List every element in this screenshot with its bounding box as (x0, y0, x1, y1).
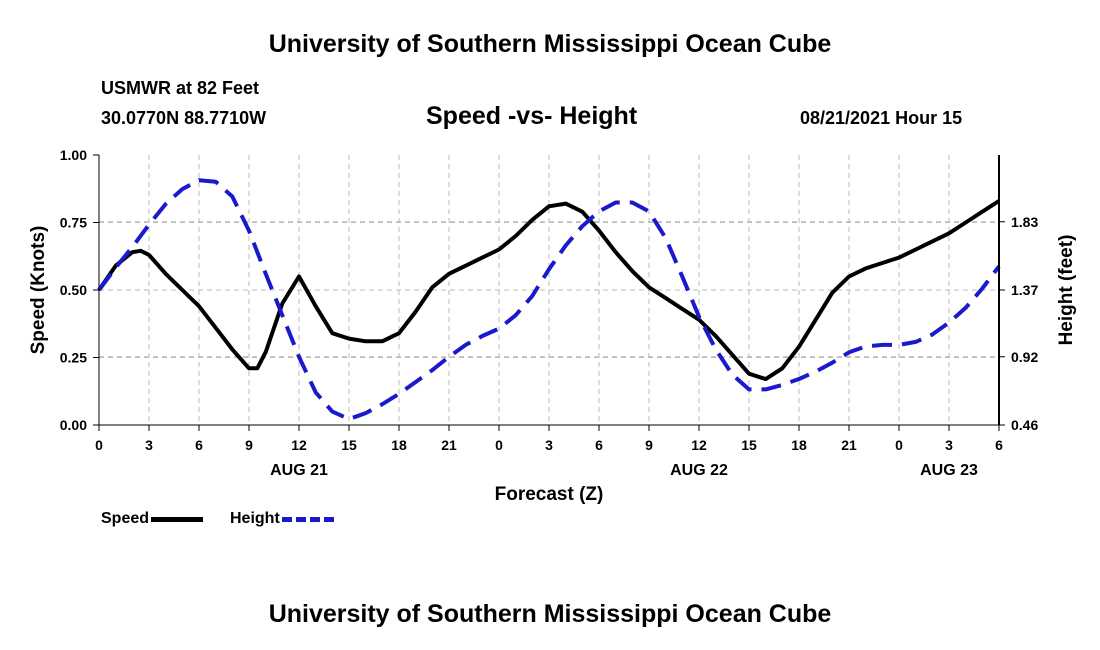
date-label: AUG 22 (670, 462, 728, 479)
legend-speed-swatch (151, 516, 204, 522)
legend-height-swatch (281, 516, 334, 522)
y-tick-label-left: 0.50 (60, 282, 87, 298)
y-tick-label-left: 0.00 (60, 417, 87, 433)
legend-height: Height (230, 510, 334, 528)
date-label: AUG 21 (270, 462, 328, 479)
datetime-label: 08/21/2021 Hour 15 (800, 108, 963, 128)
x-tick-label: 18 (391, 437, 407, 453)
x-tick-label: 6 (995, 437, 1003, 453)
y-axis-title-right: Height (feet) (1056, 235, 1077, 346)
x-tick-label: 3 (945, 437, 953, 453)
legend-speed-label: Speed (101, 510, 150, 527)
x-tick-label: 6 (195, 437, 203, 453)
axes (93, 154, 1005, 431)
x-tick-label: 12 (691, 437, 707, 453)
x-tick-label: 21 (841, 437, 857, 453)
y-tick-label-left: 0.25 (60, 350, 87, 366)
speed-series-line (97, 199, 1001, 382)
y-axis-title-left: Speed (Knots) (28, 226, 49, 355)
x-tick-label: 0 (495, 437, 503, 453)
y-tick-label-right: 1.83 (1011, 214, 1038, 230)
x-tick-label: 18 (791, 437, 807, 453)
y-tick-label-right: 1.37 (1011, 282, 1038, 298)
x-tick-label: 15 (341, 437, 357, 453)
height-series-line (97, 178, 1001, 422)
axis-labels: 0 3 6 9 12 15 18 21 0 3 6 9 12 15 18 21 0 3 6 AUG 21 AUG 22 A… (28, 147, 1077, 505)
chart-title: Speed -vs- Height (426, 102, 638, 130)
x-tick-label: 3 (145, 437, 153, 453)
legend-height-label: Height (230, 510, 280, 527)
x-tick-label: 6 (595, 437, 603, 453)
coordinates-label: 30.0770N 88.7710W (101, 108, 267, 128)
x-tick-label: 3 (545, 437, 553, 453)
x-tick-label: 9 (245, 437, 253, 453)
y-tick-label-left: 0.75 (60, 215, 87, 231)
x-tick-label: 12 (291, 437, 307, 453)
series-layer (97, 178, 1001, 422)
x-axis-title: Forecast (Z) (495, 484, 604, 505)
y-tick-label-right: 0.46 (1011, 417, 1038, 433)
legend-speed: Speed (101, 510, 204, 528)
x-tick-label: 0 (95, 437, 103, 453)
date-label: AUG 23 (920, 462, 978, 479)
grid (99, 155, 999, 425)
x-tick-label: 15 (741, 437, 757, 453)
x-tick-label: 0 (895, 437, 903, 453)
station-label: USMWR at 82 Feet (101, 78, 260, 98)
chart-footer-title: University of Southern Mississippi Ocean… (268, 600, 832, 628)
x-tick-label: 21 (441, 437, 457, 453)
y-tick-label-left: 1.00 (60, 147, 87, 163)
y-tick-label-right: 0.92 (1011, 349, 1038, 365)
x-tick-label: 9 (645, 437, 653, 453)
chart-header-title: University of Southern Mississippi Ocean… (268, 30, 832, 58)
